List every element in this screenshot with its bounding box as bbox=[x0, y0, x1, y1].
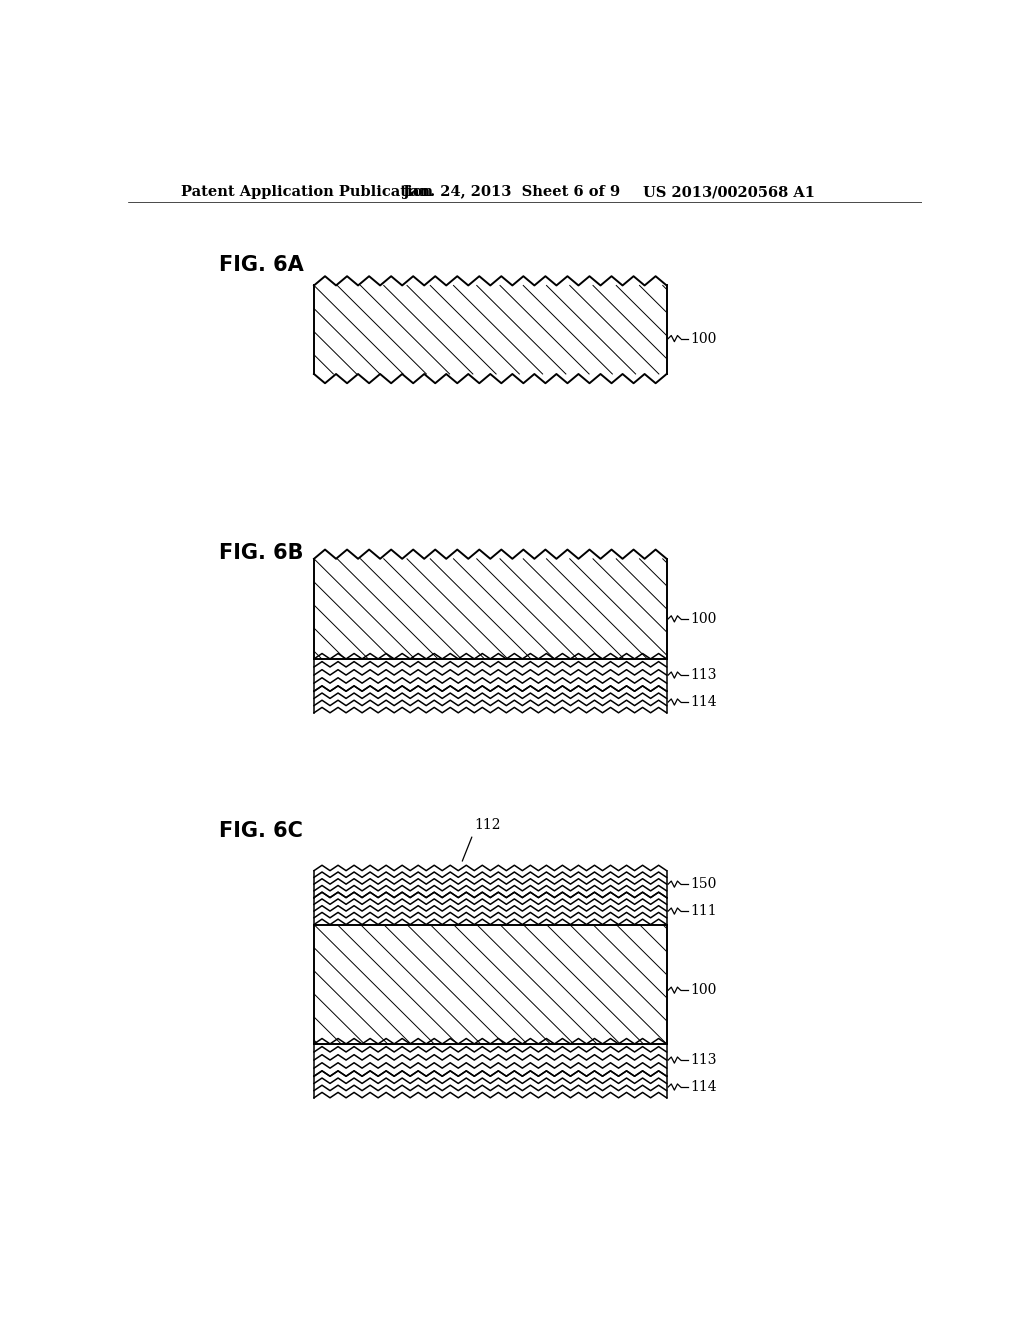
Text: 100: 100 bbox=[690, 612, 716, 626]
Text: Patent Application Publication: Patent Application Publication bbox=[180, 185, 433, 199]
Text: 112: 112 bbox=[474, 818, 501, 832]
Text: 113: 113 bbox=[690, 668, 717, 682]
Text: Jan. 24, 2013  Sheet 6 of 9: Jan. 24, 2013 Sheet 6 of 9 bbox=[403, 185, 621, 199]
Polygon shape bbox=[314, 898, 667, 924]
Text: US 2013/0020568 A1: US 2013/0020568 A1 bbox=[643, 185, 815, 199]
Polygon shape bbox=[314, 1044, 667, 1076]
Polygon shape bbox=[314, 692, 667, 713]
Text: 111: 111 bbox=[690, 904, 717, 919]
Polygon shape bbox=[314, 558, 667, 659]
Text: 114: 114 bbox=[690, 1080, 717, 1094]
Polygon shape bbox=[314, 1076, 667, 1098]
Polygon shape bbox=[314, 871, 667, 898]
Text: 114: 114 bbox=[690, 696, 717, 709]
Polygon shape bbox=[314, 924, 667, 1044]
Text: 100: 100 bbox=[690, 983, 716, 997]
Text: FIG. 6B: FIG. 6B bbox=[219, 544, 304, 564]
Text: FIG. 6C: FIG. 6C bbox=[219, 821, 303, 841]
Text: FIG. 6A: FIG. 6A bbox=[219, 255, 304, 275]
Text: 100: 100 bbox=[690, 331, 716, 346]
Text: 150: 150 bbox=[690, 876, 716, 891]
Text: 113: 113 bbox=[690, 1053, 717, 1067]
Polygon shape bbox=[314, 659, 667, 692]
Polygon shape bbox=[314, 285, 667, 374]
